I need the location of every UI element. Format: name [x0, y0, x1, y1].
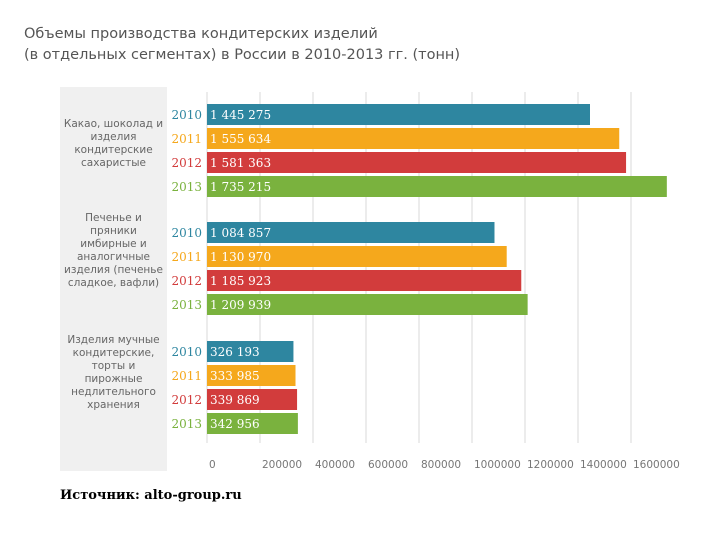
- bar-value-label: 326 193: [210, 345, 260, 359]
- bar-value-label: 1 185 923: [210, 274, 271, 288]
- x-tick-label: 600000: [368, 459, 408, 471]
- bar: [207, 294, 528, 315]
- bar: [207, 413, 298, 434]
- year-label: 2010: [171, 108, 202, 122]
- x-axis: 0 200000 400000 600000 800000 1000000 1200000 1…: [209, 459, 680, 471]
- bar: [207, 365, 296, 386]
- x-tick-label: 1400000: [580, 459, 627, 471]
- bar-value-label: 1 735 215: [210, 180, 271, 194]
- year-label: 2010: [171, 226, 202, 240]
- bar: [207, 246, 507, 267]
- bar: [207, 152, 627, 173]
- bar: [207, 389, 298, 410]
- year-label: 2012: [171, 156, 202, 170]
- bar: [207, 270, 522, 291]
- x-tick-label: 0: [209, 459, 216, 471]
- year-label: 2011: [171, 250, 202, 264]
- bar: [207, 104, 590, 125]
- year-label: 2013: [171, 180, 202, 194]
- year-label: 2010: [171, 345, 202, 359]
- bar-value-label: 1 581 363: [210, 156, 271, 170]
- chart-title: Объемы производства кондитерских изделий: [24, 26, 378, 42]
- year-label: 2013: [171, 298, 202, 312]
- source-note: Источник: alto-group.ru: [60, 488, 242, 503]
- category-label-cocoa: Какао, шоколад и изделия кондитерские са…: [63, 118, 164, 169]
- bar-value-label: 1 130 970: [210, 250, 271, 264]
- category-panel: [60, 87, 167, 471]
- bar-value-label: 1 084 857: [210, 226, 271, 240]
- category-label-cookies: Печенье и пряники имбирные и аналогичные…: [64, 212, 163, 289]
- bar: [207, 341, 294, 362]
- x-tick-label: 200000: [262, 459, 302, 471]
- bar: [207, 176, 667, 197]
- bars: 2010 1 445 275 2011 1 555 634 2012 1 581 363 2…: [171, 104, 667, 434]
- chart-subtitle: (в отдельных сегментах) в России в 2010-…: [24, 47, 461, 63]
- bar-value-label: 333 985: [210, 369, 260, 383]
- bar-value-label: 339 869: [210, 393, 260, 407]
- year-label: 2011: [171, 132, 202, 146]
- chart-title-block: Объемы производства кондитерских изделий…: [24, 24, 704, 66]
- year-label: 2012: [171, 274, 202, 288]
- year-label: 2012: [171, 393, 202, 407]
- bar-value-label: 1 445 275: [210, 108, 271, 122]
- category-label-flour-products: Изделия мучные кондитерские, торты и пир…: [67, 334, 160, 411]
- bar-value-label: 1 555 634: [210, 132, 271, 146]
- x-tick-label: 1600000: [633, 459, 680, 471]
- x-tick-label: 800000: [421, 459, 461, 471]
- bar-value-label: 1 209 939: [210, 298, 271, 312]
- year-label: 2013: [171, 417, 202, 431]
- x-tick-label: 1200000: [527, 459, 574, 471]
- bar-value-label: 342 956: [210, 417, 260, 431]
- bar: [207, 128, 620, 149]
- year-label: 2011: [171, 369, 202, 383]
- x-tick-label: 1000000: [474, 459, 521, 471]
- x-tick-label: 400000: [315, 459, 355, 471]
- bar: [207, 222, 495, 243]
